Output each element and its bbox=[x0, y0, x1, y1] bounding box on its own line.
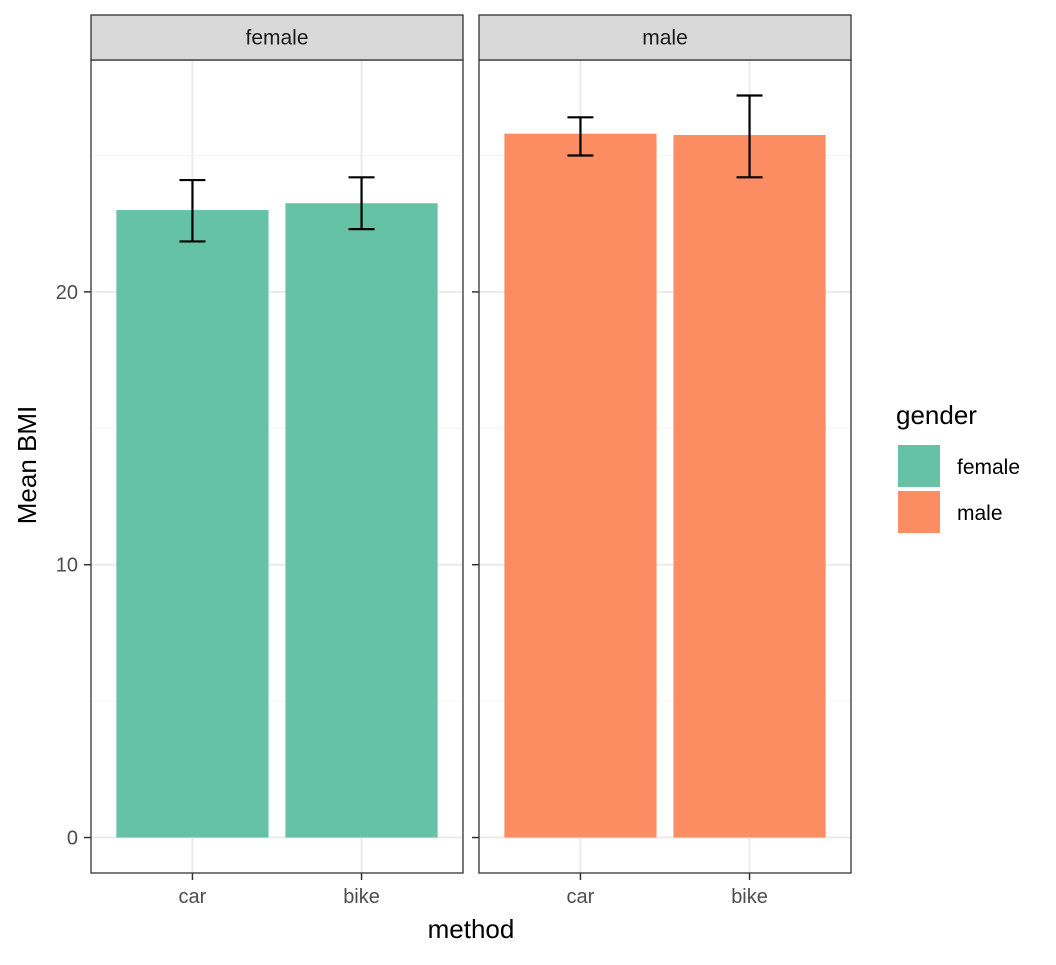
y-tick-label: 20 bbox=[56, 282, 78, 304]
y-axis: 0 10 20 bbox=[56, 282, 479, 850]
x-tick-label: car bbox=[567, 886, 595, 908]
bar-female-car bbox=[116, 210, 269, 838]
y-tick-label: 0 bbox=[67, 828, 78, 850]
bar-male-bike bbox=[673, 135, 826, 838]
legend-label: male bbox=[957, 502, 1003, 525]
x-tick-label: bike bbox=[343, 886, 380, 908]
legend-key-male bbox=[898, 491, 940, 533]
facet-strip-label: female bbox=[245, 27, 308, 50]
facet-strip bbox=[478, 14, 852, 61]
error-bar-male-bike bbox=[736, 94, 763, 179]
y-axis-title: Mean BMI bbox=[12, 406, 42, 525]
error-bar-female-bike bbox=[348, 176, 375, 231]
facet-strip bbox=[90, 14, 464, 61]
bar-male-car bbox=[504, 133, 657, 838]
bar-female-bike bbox=[285, 203, 438, 838]
x-tick-label: bike bbox=[731, 886, 768, 908]
error-bar-female-car bbox=[179, 178, 206, 243]
x-tick-label: car bbox=[179, 886, 207, 908]
facet-strip-label: male bbox=[642, 27, 688, 50]
y-tick-label: 10 bbox=[56, 555, 78, 577]
legend-entry-male: male bbox=[898, 491, 1003, 533]
legend: gender female male bbox=[896, 400, 1020, 533]
facet-panel-female: female car bike bbox=[90, 14, 464, 908]
facet-panels: female car bike male car bike bbox=[90, 14, 852, 908]
error-bar-male-car bbox=[567, 116, 594, 157]
facet-panel-male: male car bike bbox=[478, 14, 852, 908]
x-axis-title: method bbox=[428, 914, 515, 944]
legend-title: gender bbox=[896, 400, 977, 430]
legend-entry-female: female bbox=[898, 445, 1020, 487]
legend-key-female bbox=[898, 445, 940, 487]
legend-label: female bbox=[957, 456, 1020, 479]
